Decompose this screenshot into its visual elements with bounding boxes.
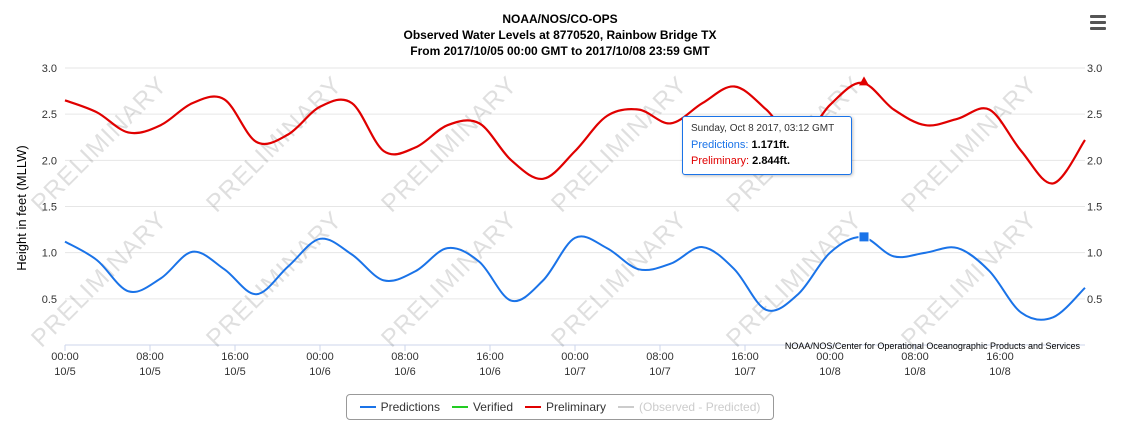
tooltip-predictions-value: 1.171ft.: [751, 139, 790, 151]
watermark-text: PRELIMINARY: [546, 71, 693, 218]
y-tick-label-left: 2.5: [42, 109, 57, 121]
legend-item-preliminary[interactable]: Preliminary: [525, 400, 606, 414]
x-tick-date: 10/5: [54, 366, 75, 378]
x-tick-date: 10/6: [394, 366, 415, 378]
chart-titles: NOAA/NOS/CO-OPS Observed Water Levels at…: [403, 12, 716, 58]
x-tick-time: 16:00: [476, 351, 504, 363]
x-tick-date: 10/7: [564, 366, 585, 378]
chart-menu-button[interactable]: [1088, 12, 1112, 34]
y-tick-label-left: 2.0: [42, 155, 57, 167]
legend-item-predictions[interactable]: Predictions: [359, 400, 440, 414]
y-tick-label-right: 2.0: [1087, 155, 1102, 167]
chart-subtitle: Observed Water Levels at 8770520, Rainbo…: [403, 28, 716, 42]
legend-item-verified[interactable]: Verified: [451, 400, 513, 414]
x-tick-date: 10/7: [734, 366, 755, 378]
y-tick-label-right: 2.5: [1087, 109, 1102, 121]
x-tick-time: 08:00: [901, 351, 929, 363]
hamburger-icon-bar: [1090, 21, 1106, 24]
y-tick-label-right: 1.0: [1087, 248, 1102, 260]
y-tick-label-right: 3.0: [1087, 63, 1102, 75]
y-axis-left: 0.5 1.0 1.5 2.0 2.5 3.0: [42, 63, 57, 306]
x-tick-time: 16:00: [986, 351, 1014, 363]
x-tick-date: 10/8: [904, 366, 925, 378]
legend-label-verified: Verified: [472, 400, 513, 414]
y-tick-label-right: 0.5: [1087, 294, 1102, 306]
watermark-text: PRELIMINARY: [546, 206, 693, 353]
x-tick-date: 10/8: [819, 366, 840, 378]
x-axis: 00:00 10/5 08:00 10/5 16:00 10/5 00:00 10/6 08:0…: [51, 345, 1014, 378]
x-tick-date: 10/6: [309, 366, 330, 378]
tooltip-preliminary-value: 2.844ft.: [752, 155, 791, 167]
tooltip-predictions-label: Predictions:: [691, 139, 749, 151]
x-tick-time: 00:00: [51, 351, 79, 363]
x-tick-date: 10/8: [989, 366, 1010, 378]
y-axis-right: 0.5 1.0 1.5 2.0 2.5 3.0: [1087, 63, 1102, 306]
x-tick-date: 10/5: [224, 366, 245, 378]
hover-markers: [858, 76, 870, 243]
watermark-text: PRELIMINARY: [896, 71, 1043, 218]
x-tick-time: 08:00: [646, 351, 674, 363]
y-tick-label-left: 0.5: [42, 294, 57, 306]
prediction-marker: [858, 231, 870, 243]
x-tick-time: 00:00: [561, 351, 589, 363]
watermark-text: PRELIMINARY: [201, 206, 348, 353]
legend-swatch-predictions: [359, 406, 376, 408]
legend-swatch-preliminary: [525, 406, 541, 408]
y-tick-label-left: 1.0: [42, 248, 57, 260]
series-line-predictions: [64, 235, 1086, 321]
tooltip: Sunday, Oct 8 2017, 03:12 GMT Prediction…: [682, 116, 852, 175]
chart-title: NOAA/NOS/CO-OPS: [502, 12, 617, 26]
x-tick-time: 08:00: [136, 351, 164, 363]
series-line-preliminary: [64, 81, 1086, 185]
y-tick-label-left: 3.0: [42, 63, 57, 75]
legend: Predictions Verified Preliminary (Observ…: [346, 394, 774, 420]
tooltip-preliminary-label: Preliminary:: [691, 155, 750, 167]
preliminary-marker: [859, 76, 869, 86]
legend-swatch-verified: [451, 406, 468, 408]
x-tick-date: 10/5: [139, 366, 160, 378]
credit-text: NOAA/NOS/Center for Operational Oceanogr…: [785, 341, 1081, 351]
watermark-text: PRELIMINARY: [26, 206, 173, 353]
watermark-text: PRELIMINARY: [896, 206, 1043, 353]
legend-swatch-observed-minus-predicted: [618, 406, 635, 408]
y-axis-label: Height in feet (MLLW): [14, 145, 29, 270]
legend-item-observed-minus-predicted[interactable]: (Observed - Predicted): [618, 400, 760, 414]
tooltip-title: Sunday, Oct 8 2017, 03:12 GMT: [691, 123, 835, 134]
tooltip-preliminary: Preliminary: 2.844ft.: [691, 153, 843, 169]
hamburger-icon-bar: [1090, 27, 1106, 30]
x-tick-date: 10/7: [649, 366, 670, 378]
chart-period: From 2017/10/05 00:00 GMT to 2017/10/08 …: [410, 44, 710, 58]
hamburger-icon: [1090, 15, 1106, 18]
x-tick-time: 08:00: [391, 351, 419, 363]
watermark-text: PRELIMINARY: [376, 71, 523, 218]
watermark-text: PRELIMINARY: [26, 71, 173, 218]
x-tick-time: 16:00: [731, 351, 759, 363]
series-lines: [64, 81, 1086, 321]
x-tick-time: 00:00: [306, 351, 334, 363]
tooltip-predictions: Predictions: 1.171ft.: [691, 137, 843, 153]
watermark-text: PRELIMINARY: [201, 71, 348, 218]
legend-label-predictions: Predictions: [380, 400, 440, 414]
legend-label-observed-minus-predicted: (Observed - Predicted): [639, 400, 761, 414]
y-tick-label-right: 1.5: [1087, 202, 1102, 214]
x-tick-time: 16:00: [221, 351, 249, 363]
x-tick-time: 00:00: [816, 351, 844, 363]
x-tick-date: 10/6: [479, 366, 500, 378]
legend-label-preliminary: Preliminary: [546, 400, 607, 414]
y-tick-label-left: 1.5: [42, 202, 57, 214]
